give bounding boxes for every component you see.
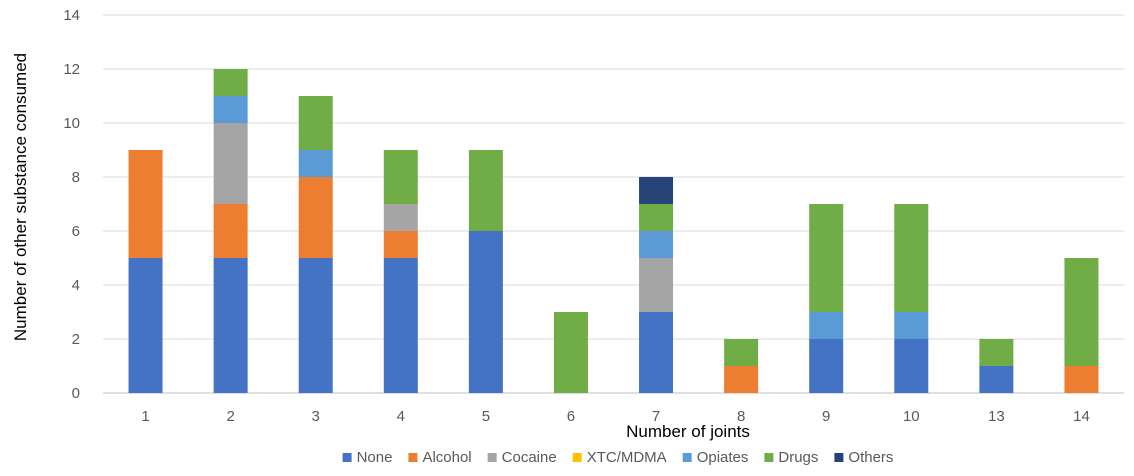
bar-segment-drugs [553,312,588,393]
legend-swatch [342,453,352,462]
y-axis-title: Number of other substance consumed [11,53,30,341]
x-tick-label: 7 [652,408,660,425]
bar-segment-opiates [639,231,674,258]
x-tick-label: 5 [482,408,490,425]
bar-segment-alcohol [128,150,163,258]
bar-segment-drugs [213,69,248,96]
x-tick-label: 6 [567,408,575,425]
legend-item-cocaine: Cocaine [487,449,557,466]
x-tick-label: 2 [226,408,234,425]
legend-item-others: Others [834,449,893,466]
bar-segment-none [894,339,929,393]
legend: None Alcohol Cocaine XTC/MDMA Opiates Drugs Ot… [342,449,893,466]
gridlines [103,14,1124,394]
bar-segment-opiates [809,312,844,339]
legend-label: None [357,449,393,466]
y-tick-label: 8 [72,169,80,186]
bar-segment-none [128,258,163,393]
legend-swatch [764,453,774,462]
legend-item-alcohol: Alcohol [408,449,472,466]
bars [128,69,1099,393]
legend-label: XTC/MDMA [587,449,667,466]
legend-label: Opiates [697,449,749,466]
bar-segment-drugs [894,204,929,312]
y-tick-label: 4 [72,277,80,294]
bar-segment-none [639,312,674,393]
x-tick-label: 3 [312,408,320,425]
legend-item-opiates: Opiates [682,449,749,466]
bar-segment-none [979,366,1014,393]
bar-segment-none [383,258,418,393]
bar-segment-opiates [894,312,929,339]
x-tick-label: 1 [141,408,149,425]
bar-segment-none [298,258,333,393]
legend-item-drugs: Drugs [764,449,818,466]
bar-segment-opiates [213,96,248,123]
x-tick-label: 13 [988,408,1005,425]
bar-segment-none [213,258,248,393]
x-tick-label: 9 [822,408,830,425]
legend-label: Cocaine [502,449,557,466]
bar-segment-drugs [979,339,1014,366]
bar-segment-alcohol [213,204,248,258]
bar-segment-cocaine [639,258,674,312]
bar-segment-alcohol [724,366,759,393]
legend-swatch [682,453,692,462]
bar-segment-opiates [298,150,333,177]
legend-label: Drugs [778,449,818,466]
legend-item-none: None [342,449,393,466]
bar-segment-alcohol [1064,366,1099,393]
y-tick-label: 12 [63,61,80,78]
y-tick-label: 6 [72,223,80,240]
y-tick-label: 10 [63,115,80,132]
y-tick-label: 2 [72,331,80,348]
bar-segment-cocaine [213,123,248,204]
bar-segment-alcohol [383,231,418,258]
legend-swatch [487,453,497,462]
y-tick-label: 14 [63,7,80,24]
legend-swatch [408,453,418,462]
x-tick-label: 8 [737,408,745,425]
x-axis-ticks: 1 2 3 4 5 6 7 8 9 10 13 14 [141,408,1089,425]
bar-segment-drugs [298,96,333,150]
y-tick-label: 0 [72,385,80,402]
bar-segment-drugs [724,339,759,366]
bar-segment-none [468,231,503,393]
y-axis-ticks: 0 2 4 6 8 10 12 14 [63,7,80,402]
bar-segment-alcohol [298,177,333,258]
x-tick-label: 4 [397,408,405,425]
bar-segment-drugs [383,150,418,204]
bar-segment-none [809,339,844,393]
x-axis-title: Number of joints [626,422,750,441]
bar-segment-drugs [468,150,503,231]
x-tick-label: 10 [903,408,920,425]
bar-segment-drugs [1064,258,1099,366]
legend-swatch [572,453,582,462]
bar-segment-drugs [639,204,674,231]
x-tick-label: 14 [1073,408,1090,425]
bar-segment-cocaine [383,204,418,231]
bar-segment-drugs [809,204,844,312]
bar-segment-others [639,177,674,204]
legend-label: Alcohol [422,449,471,466]
legend-item-xtc-mdma: XTC/MDMA [572,449,667,466]
legend-swatch [834,453,844,462]
legend-label: Others [848,449,893,466]
